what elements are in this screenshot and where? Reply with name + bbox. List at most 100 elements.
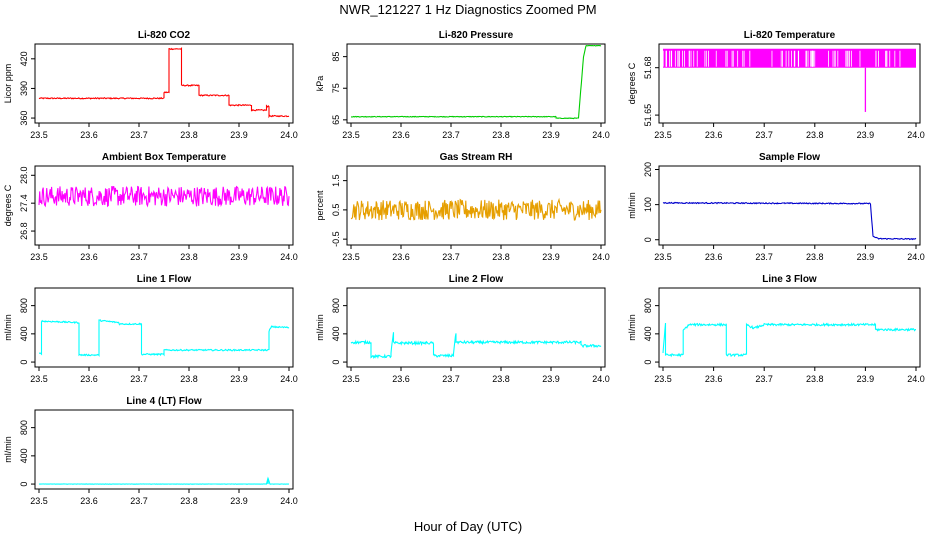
chart-panel: Line 4 (LT) Flow ml/min 23.5 23.6 23.7 23.8 23… (3, 396, 298, 506)
panel-grid: Li-820 CO2 Licor ppm 23.5 23.6 23.7 23.8 23.9 2… (3, 30, 925, 506)
series-line (350, 197, 602, 221)
x-tick-label: 23.8 (492, 374, 510, 384)
panel-title: Li-820 Temperature (744, 30, 836, 41)
x-tick-label: 23.7 (130, 130, 148, 140)
y-tick-label: 400 (19, 326, 29, 341)
panel-title: Li-820 CO2 (138, 30, 191, 41)
y-axis-label: ml/min (627, 192, 637, 219)
x-tick-label: 23.7 (442, 252, 460, 262)
y-axis-label: ml/min (627, 314, 637, 341)
x-tick-label: 23.7 (130, 374, 148, 384)
y-tick-label: 65 (331, 115, 341, 125)
series-line (39, 319, 290, 357)
plot-frame (34, 409, 294, 490)
y-axis-label: kPa (315, 76, 325, 92)
x-tick-label: 23.9 (230, 252, 248, 262)
y-tick-label: 800 (643, 298, 653, 313)
plot-area (350, 332, 602, 360)
y-axis-label: percent (315, 190, 325, 221)
x-tick-label: 23.8 (180, 374, 198, 384)
x-tick-label: 23.6 (80, 252, 98, 262)
y-tick-label: 800 (19, 298, 29, 313)
x-tick-label: 23.6 (80, 496, 98, 506)
y-tick-label: 400 (19, 448, 29, 463)
plot-frame (34, 43, 294, 124)
y-tick-label: 75 (331, 83, 341, 93)
chart-panel: Gas Stream RH percent 23.5 23.6 23.7 23.8 23.9… (315, 152, 610, 262)
x-tick-label: 24.0 (907, 374, 925, 384)
x-tick-label: 23.8 (806, 130, 824, 140)
y-axis-label: degrees C (627, 62, 637, 104)
y-tick-label: 0 (643, 237, 653, 242)
panel-title: Line 2 Flow (449, 274, 504, 285)
x-tick-label: 23.5 (30, 130, 48, 140)
y-tick-label: 400 (331, 326, 341, 341)
plot-frame (34, 165, 294, 246)
plot-area (662, 322, 916, 358)
y-axis-label: degrees C (3, 184, 13, 226)
y-tick-label: 0 (19, 360, 29, 365)
plot-frame (346, 43, 606, 124)
x-tick-label: 24.0 (592, 252, 610, 262)
y-tick-label: 85 (331, 52, 341, 62)
x-tick-label: 23.9 (230, 130, 248, 140)
x-tick-label: 23.6 (705, 374, 723, 384)
x-tick-label: 23.7 (755, 130, 773, 140)
plot-frame (346, 287, 606, 368)
x-tick-label: 23.6 (392, 374, 410, 384)
plot-area (351, 45, 602, 120)
series-line (350, 332, 602, 360)
plot-area (38, 46, 290, 119)
x-tick-label: 23.9 (542, 130, 560, 140)
x-tick-label: 23.5 (654, 252, 672, 262)
chart-panel: Line 3 Flow ml/min 23.5 23.6 23.7 23.8 23.9 24.… (627, 274, 925, 384)
x-tick-label: 23.9 (230, 496, 248, 506)
panel-title: Line 4 (LT) Flow (126, 396, 202, 407)
series-line (38, 185, 290, 208)
y-tick-label: 200 (643, 162, 653, 177)
y-tick-label: 400 (643, 326, 653, 341)
plot-area (39, 319, 290, 357)
x-tick-label: 24.0 (280, 374, 298, 384)
panel-title: Line 1 Flow (137, 274, 192, 285)
y-tick-label: 800 (331, 298, 341, 313)
y-tick-label: 51.65 (643, 104, 653, 127)
x-tick-label: 23.6 (392, 252, 410, 262)
series-line (662, 322, 916, 358)
series-line (351, 45, 602, 120)
plot-area (662, 48, 916, 112)
x-axis-label: Hour of Day (UTC) (414, 519, 522, 534)
x-tick-label: 24.0 (280, 496, 298, 506)
y-tick-label: 0 (331, 360, 341, 365)
panel-title: Li-820 Pressure (439, 30, 514, 41)
x-tick-label: 23.8 (180, 130, 198, 140)
plot-frame (658, 165, 921, 246)
y-tick-label: 27.4 (19, 194, 29, 212)
plot-area (38, 185, 290, 208)
chart-panel: Line 1 Flow ml/min 23.5 23.6 23.7 23.8 23.9 24.… (3, 274, 298, 384)
x-tick-label: 23.5 (30, 496, 48, 506)
y-tick-label: 420 (19, 51, 29, 66)
y-axis-label: Licor ppm (3, 64, 13, 104)
y-tick-label: 1.5 (331, 174, 341, 187)
y-tick-label: 390 (19, 81, 29, 96)
x-tick-label: 23.6 (392, 130, 410, 140)
x-tick-label: 23.9 (542, 252, 560, 262)
x-tick-label: 23.5 (342, 374, 360, 384)
x-tick-label: 23.6 (80, 374, 98, 384)
panel-title: Sample Flow (759, 152, 820, 163)
x-tick-label: 23.5 (654, 374, 672, 384)
panel-title: Ambient Box Temperature (102, 152, 227, 163)
x-tick-label: 24.0 (280, 252, 298, 262)
series-line (38, 46, 290, 119)
chart-panel: Li-820 Pressure kPa 23.5 23.6 23.7 23.8 23.9 24… (315, 30, 610, 140)
x-tick-label: 24.0 (907, 252, 925, 262)
chart-panel: Li-820 Temperature degrees C 23.5 23.6 23.7 2… (627, 30, 925, 140)
x-tick-label: 23.5 (342, 252, 360, 262)
plot-frame (346, 165, 606, 246)
x-tick-label: 23.5 (30, 252, 48, 262)
x-tick-label: 23.5 (342, 130, 360, 140)
plot-area (662, 201, 917, 241)
x-tick-label: 23.7 (130, 252, 148, 262)
